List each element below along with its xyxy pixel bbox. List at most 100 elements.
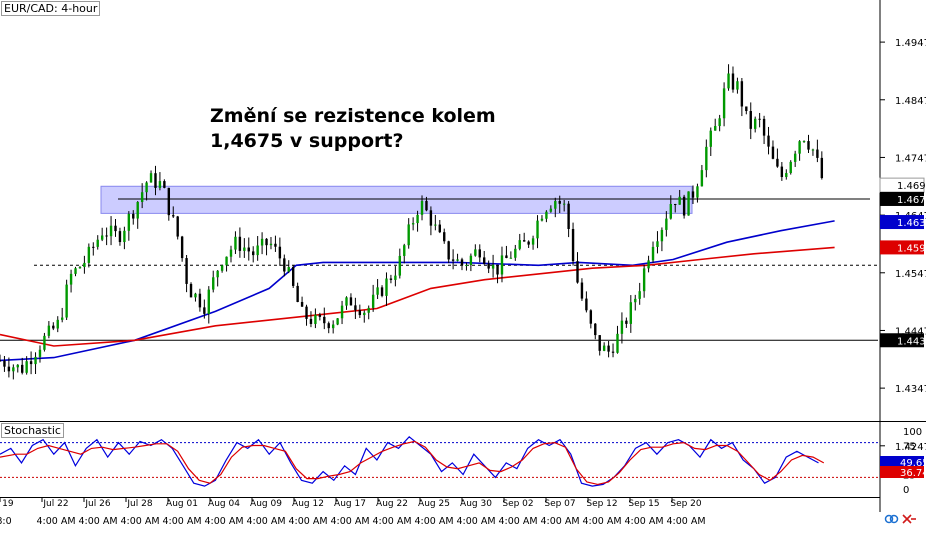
candle-body [16, 364, 19, 368]
candle-body [229, 249, 233, 257]
candle-body [496, 264, 499, 275]
candle-body [176, 216, 179, 237]
candle-body [665, 218, 668, 230]
candle-body [527, 241, 530, 245]
candle-body [651, 246, 655, 261]
time-label: 4:00 AM [246, 516, 285, 527]
time-label: 4:00 AM [372, 516, 411, 527]
link-icon[interactable] [884, 514, 899, 524]
candle-body [149, 173, 153, 183]
candle-body [331, 324, 335, 329]
candle-body [607, 345, 610, 352]
candle-body [776, 158, 779, 167]
candle-body [567, 203, 570, 229]
time-label: 4:00 AM [414, 516, 453, 527]
candle-body [300, 301, 304, 307]
candle-body [456, 259, 459, 261]
candle-body [727, 73, 730, 89]
candle-body [709, 130, 712, 147]
candle-body [109, 225, 113, 237]
date-label: Aug 12 [292, 499, 324, 509]
candle-body [740, 81, 744, 107]
moving-average-slow [0, 246, 835, 347]
candle-body [65, 284, 68, 318]
time-label: 4:00 AM [204, 516, 243, 527]
candle-body [629, 302, 633, 324]
candle-body [274, 243, 277, 247]
candle-body [411, 223, 415, 225]
price-tick-label: 1.4347 [895, 384, 926, 395]
candle-body [354, 305, 357, 311]
candle-body [625, 320, 628, 324]
symbol-label: EUR/CAD: 4-hour [1, 1, 101, 16]
candle-body [220, 265, 224, 271]
candle-body [576, 261, 579, 283]
candle-body [123, 230, 126, 243]
candle-body [376, 287, 379, 295]
candle-body [531, 238, 535, 245]
date-label: Aug 22 [376, 499, 408, 509]
candle-body [691, 191, 695, 198]
resistance-zone [100, 185, 693, 214]
annotation-line-1: Změní se rezistence kolem [210, 105, 496, 127]
stochastic-tick-label: 100 [903, 427, 922, 438]
candle-body [509, 257, 513, 259]
candle-body [140, 192, 144, 203]
candle-body [225, 256, 228, 266]
candle-body [731, 73, 735, 90]
candle-body [247, 247, 250, 252]
candle-body [562, 203, 566, 205]
candle-body [820, 157, 824, 179]
candle-body [798, 141, 801, 154]
candle-body [487, 263, 490, 269]
candle-body [718, 118, 721, 127]
candle-body [380, 287, 384, 296]
date-label: Aug 17 [334, 499, 366, 509]
date-label: Jul 22 [42, 499, 68, 509]
candle-body [500, 255, 504, 275]
candle-body [634, 298, 637, 303]
candle-body [163, 181, 166, 188]
candle-body [21, 364, 24, 373]
time-label: 4:00 AM [288, 516, 327, 527]
candle-body [518, 240, 521, 249]
candle-body [522, 240, 526, 242]
candle-body [682, 196, 686, 216]
candle-body [194, 293, 197, 298]
candle-body [598, 335, 601, 351]
candle-body [96, 239, 99, 247]
candle-body [56, 319, 59, 329]
candle-body [762, 118, 766, 136]
candle-body [371, 294, 375, 308]
candle-body [118, 231, 122, 243]
price-tick-label: 1.4747 [895, 153, 926, 164]
candle-body [185, 258, 188, 284]
candle-body [545, 211, 548, 219]
candle-body [385, 278, 388, 296]
candle-body [674, 204, 677, 206]
candle-body [336, 318, 339, 325]
candle-body [314, 314, 317, 324]
candle-body [469, 255, 473, 265]
candle-body [38, 349, 42, 357]
date-label: Sep 20 [670, 499, 702, 509]
arrow-icon[interactable] [902, 514, 916, 524]
date-label: Sep 07 [544, 499, 575, 509]
candle-body [309, 318, 313, 324]
candle-body [616, 333, 619, 353]
candle-body [491, 264, 495, 269]
candle-body [642, 268, 646, 292]
time-label: 4:00 AM [162, 516, 201, 527]
candle-body [25, 361, 28, 373]
stochastic-k-line [0, 435, 819, 487]
candle-body [323, 316, 326, 324]
candle-body [305, 306, 308, 319]
candle-body [602, 345, 606, 351]
candle-body [105, 235, 108, 237]
candle-body [811, 149, 815, 151]
candle-body [558, 201, 561, 204]
candle-body [278, 246, 282, 259]
price-label: 1.4675 [897, 195, 926, 206]
